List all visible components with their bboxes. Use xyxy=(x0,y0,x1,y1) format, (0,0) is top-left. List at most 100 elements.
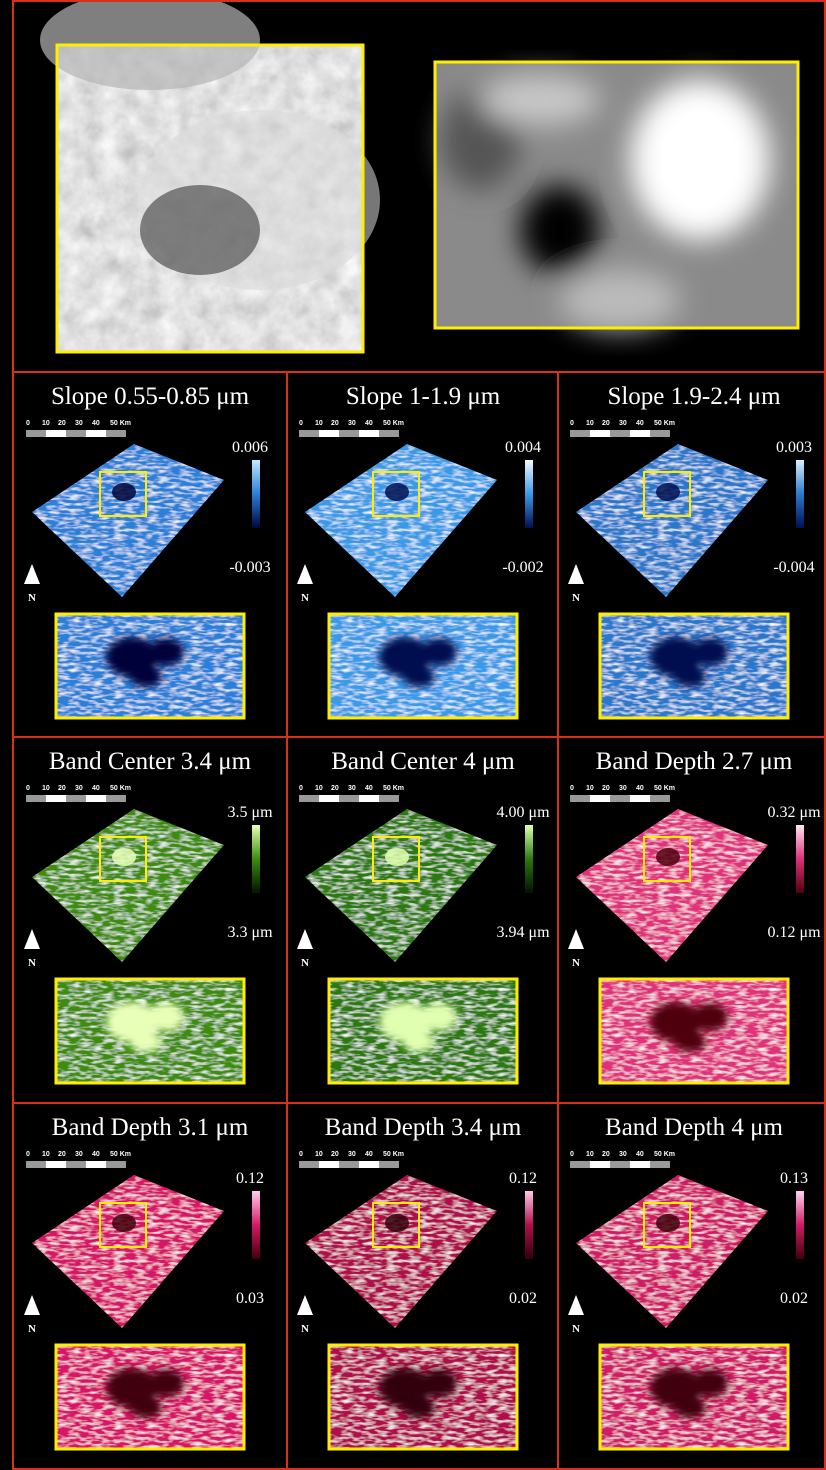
panel-title: Slope 0.55-0.85 μm xyxy=(51,383,250,410)
blob xyxy=(674,1398,706,1418)
crater-feature xyxy=(112,848,136,866)
scale-segment xyxy=(610,1161,630,1168)
scale-label: 20 xyxy=(58,785,66,792)
colorbar-max: 0.13 xyxy=(780,1170,808,1187)
scale-segment xyxy=(590,1161,610,1168)
scale-segment xyxy=(86,795,106,802)
crater-feature xyxy=(385,1214,409,1232)
panel-title: Band Depth 3.1 μm xyxy=(52,1114,249,1141)
colorbar-min: 0.03 xyxy=(236,1290,264,1307)
scale-segment xyxy=(630,1161,650,1168)
north-label: N xyxy=(28,592,36,604)
blob xyxy=(421,1369,457,1397)
scale-segment xyxy=(359,430,379,437)
scale-label: 40 xyxy=(636,785,644,792)
scale-label: 10 xyxy=(42,420,50,427)
north-label: N xyxy=(28,1323,36,1335)
scale-segment xyxy=(359,795,379,802)
colorbar-max: 0.32 μm xyxy=(767,804,821,821)
colorbar-max: 0.12 xyxy=(236,1170,264,1187)
scale-label: 0 xyxy=(26,1151,30,1158)
crater-feature xyxy=(112,483,136,501)
scale-label: 20 xyxy=(602,1151,610,1158)
scale-label: 10 xyxy=(315,420,323,427)
scale-label: 10 xyxy=(586,420,594,427)
scale-segment xyxy=(319,795,339,802)
scale-label: 50 Km xyxy=(110,420,131,427)
scale-label: 0 xyxy=(570,1151,574,1158)
inset xyxy=(600,979,788,1083)
scale-label: 30 xyxy=(75,785,83,792)
crater-feature xyxy=(656,483,680,501)
scale-segment xyxy=(590,430,610,437)
scale-segment xyxy=(106,1161,126,1168)
scale-segment xyxy=(379,795,399,802)
scale-label: 0 xyxy=(299,420,303,427)
inset xyxy=(329,979,517,1083)
scale-segment xyxy=(570,1161,590,1168)
scale-segment xyxy=(26,1161,46,1168)
scale-segment xyxy=(299,1161,319,1168)
colorbar-min: 3.94 μm xyxy=(496,924,550,941)
inset xyxy=(600,614,788,718)
scale-segment xyxy=(650,1161,670,1168)
inset xyxy=(56,979,244,1083)
scale-label: 50 Km xyxy=(383,420,404,427)
scale-label: 0 xyxy=(26,785,30,792)
colorbar xyxy=(796,825,804,893)
panel-title: Band Center 4 μm xyxy=(331,748,515,775)
colorbar-min: 0.02 xyxy=(780,1290,808,1307)
scale-label: 10 xyxy=(586,1151,594,1158)
blob xyxy=(148,1003,184,1031)
crater-feature xyxy=(112,1214,136,1232)
blob xyxy=(692,1369,728,1397)
scale-label: 50 Km xyxy=(383,785,404,792)
scale-label: 50 Km xyxy=(110,1151,131,1158)
colorbar-min: -0.004 xyxy=(773,559,814,576)
colorbar-max: 4.00 μm xyxy=(496,804,550,821)
blob xyxy=(692,1003,728,1031)
north-label: N xyxy=(572,957,580,969)
scale-segment xyxy=(610,795,630,802)
scale-segment xyxy=(86,430,106,437)
blob xyxy=(692,638,728,666)
scale-label: 50 Km xyxy=(383,1151,404,1158)
scale-label: 30 xyxy=(348,420,356,427)
scale-label: 20 xyxy=(331,1151,339,1158)
scale-label: 40 xyxy=(636,420,644,427)
blob xyxy=(130,1032,162,1052)
blob xyxy=(403,1398,435,1418)
scale-label: 20 xyxy=(602,785,610,792)
colorbar xyxy=(252,460,260,528)
scale-segment xyxy=(66,430,86,437)
scale-label: 10 xyxy=(42,785,50,792)
scale-label: 30 xyxy=(619,420,627,427)
colorbar xyxy=(525,1191,533,1259)
scale-segment xyxy=(610,430,630,437)
colorbar-min: 3.3 μm xyxy=(227,924,273,941)
scale-label: 20 xyxy=(58,420,66,427)
scale-segment xyxy=(339,795,359,802)
blob xyxy=(148,1369,184,1397)
colorbar-min: 0.12 μm xyxy=(767,924,821,941)
colorbar-max: 0.003 xyxy=(776,439,812,456)
scale-label: 10 xyxy=(586,785,594,792)
scale-segment xyxy=(339,1161,359,1168)
inset xyxy=(56,1345,244,1449)
crater-feature xyxy=(385,483,409,501)
scale-segment xyxy=(106,795,126,802)
scale-label: 0 xyxy=(299,785,303,792)
scale-segment xyxy=(650,795,670,802)
blob xyxy=(148,638,184,666)
page: Slope 0.55-0.85 μm 0 10 20 30 40 50 Km 0.006 -0.… xyxy=(0,0,826,1470)
scale-label: 40 xyxy=(92,785,100,792)
scale-segment xyxy=(359,1161,379,1168)
colorbar-max: 0.006 xyxy=(232,439,268,456)
blob xyxy=(421,1003,457,1031)
scale-segment xyxy=(46,430,66,437)
colorbar-min: -0.003 xyxy=(229,559,270,576)
north-label: N xyxy=(28,957,36,969)
colorbar-max: 0.12 xyxy=(509,1170,537,1187)
north-label: N xyxy=(301,592,309,604)
scale-label: 40 xyxy=(365,1151,373,1158)
